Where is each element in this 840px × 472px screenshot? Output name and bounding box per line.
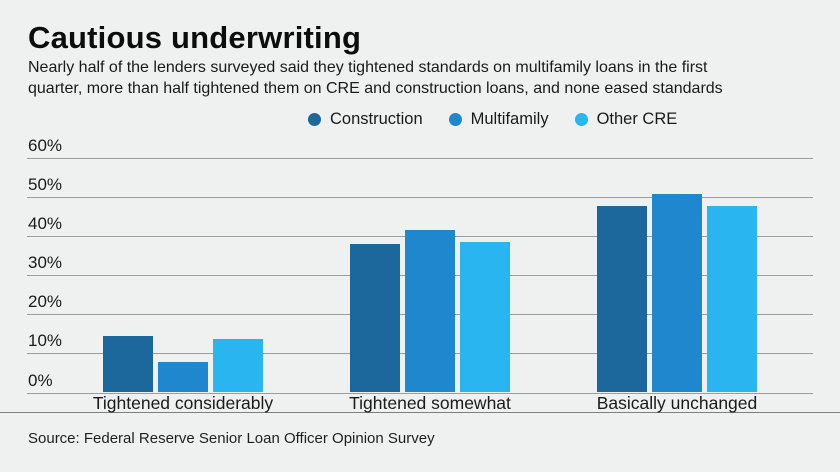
gridline-60% [27, 158, 813, 159]
bar-other-cre-tightened-considerably [213, 338, 263, 393]
chart-subtitle: Nearly half of the lenders surveyed said… [28, 57, 723, 99]
legend-item-multifamily: Multifamily [448, 110, 549, 129]
legend-label: Multifamily [470, 110, 549, 128]
y-axis-tick-label: 60% [28, 136, 63, 155]
source-note: Source: Federal Reserve Senior Loan Offi… [28, 430, 435, 447]
y-axis-tick-label: 50% [28, 175, 63, 195]
legend-item-construction: Construction [308, 110, 423, 129]
legend-dot-icon [448, 113, 462, 126]
bar-other-cre-basically-unchanged [707, 205, 757, 393]
bar-multifamily-tightened-somewhat [405, 229, 455, 393]
legend-dot-icon [574, 113, 588, 126]
gridline-0% [27, 392, 813, 394]
legend-item-other-cre: Other CRE [574, 110, 678, 129]
bar-multifamily-tightened-considerably [158, 362, 208, 393]
chart-legend: Construction Multifamily Other CRE [308, 110, 677, 129]
x-axis-category-label: Tightened somewhat [349, 393, 511, 413]
legend-label: Other CRE [596, 110, 678, 128]
bar-other-cre-tightened-somewhat [460, 242, 510, 393]
x-axis-category-label: Tightened considerably [92, 393, 274, 413]
chart-title: Cautious underwriting [28, 20, 362, 55]
gridline-50% [27, 197, 813, 199]
bar-multifamily-basically-unchanged [652, 193, 702, 393]
bar-construction-basically-unchanged [597, 205, 647, 393]
y-axis-tick-label: 40% [28, 214, 63, 234]
y-axis-tick-label: 10% [28, 331, 63, 351]
subtitle-line-2: quarter, more than half tightened them o… [28, 80, 723, 97]
footer-separator-line [0, 412, 840, 413]
y-axis-tick-label: 30% [28, 253, 63, 273]
x-axis-category-label: Basically unchanged [596, 393, 758, 413]
bar-construction-tightened-somewhat [350, 243, 400, 393]
y-axis-tick-label: 0% [28, 370, 53, 390]
legend-label: Construction [330, 110, 423, 128]
subtitle-line-1: Nearly half of the lenders surveyed said… [28, 59, 708, 76]
y-axis-tick-label: 20% [28, 292, 63, 312]
legend-dot-icon [308, 113, 321, 126]
bar-construction-tightened-considerably [103, 336, 153, 393]
